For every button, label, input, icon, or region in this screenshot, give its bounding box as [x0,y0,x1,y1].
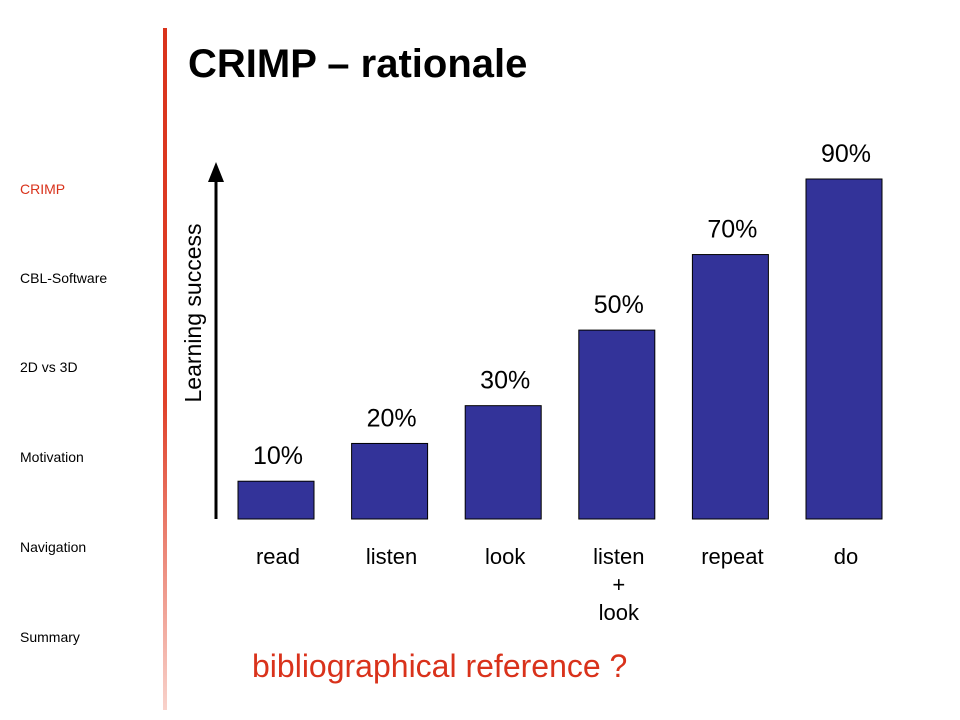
bar-0 [237,480,315,520]
category-label-4: repeat [701,544,763,569]
bar-3 [578,329,656,520]
data-label-1: 20% [367,404,417,432]
category-label-3: listen + look [593,544,644,625]
bar-5 [805,178,883,520]
nav-item-summary[interactable]: Summary [20,629,80,645]
page-title: CRIMP – rationale [188,42,528,86]
bar-1 [351,442,429,520]
bar-4 [691,254,769,520]
bar-2 [464,405,542,520]
category-label-5: do [834,544,858,569]
y-axis-arrowhead [208,162,224,182]
bibliographical-reference-note: bibliographical reference ? [252,648,628,684]
data-label-4: 70% [707,216,757,244]
data-label-2: 30% [480,367,530,395]
nav-item-crimp[interactable]: CRIMP [20,181,66,197]
nav-item-motivation[interactable]: Motivation [20,449,84,465]
data-label-0: 10% [253,442,303,470]
data-label-3: 50% [594,291,644,319]
nav-item-navigation[interactable]: Navigation [20,539,87,555]
data-label-5: 90% [821,140,871,168]
sidebar-nav: CRIMP CBL-Software 2D vs 3D Motivation N… [0,0,160,720]
y-axis-label: Learning success [180,224,206,403]
category-label-0: read [256,544,300,569]
category-label-1: listen [366,544,417,569]
nav-item-2d-vs-3d[interactable]: 2D vs 3D [20,359,78,375]
nav-item-cbl-software[interactable]: CBL-Software [20,270,108,286]
category-label-2: look [485,544,526,569]
sidebar-divider [163,28,167,710]
